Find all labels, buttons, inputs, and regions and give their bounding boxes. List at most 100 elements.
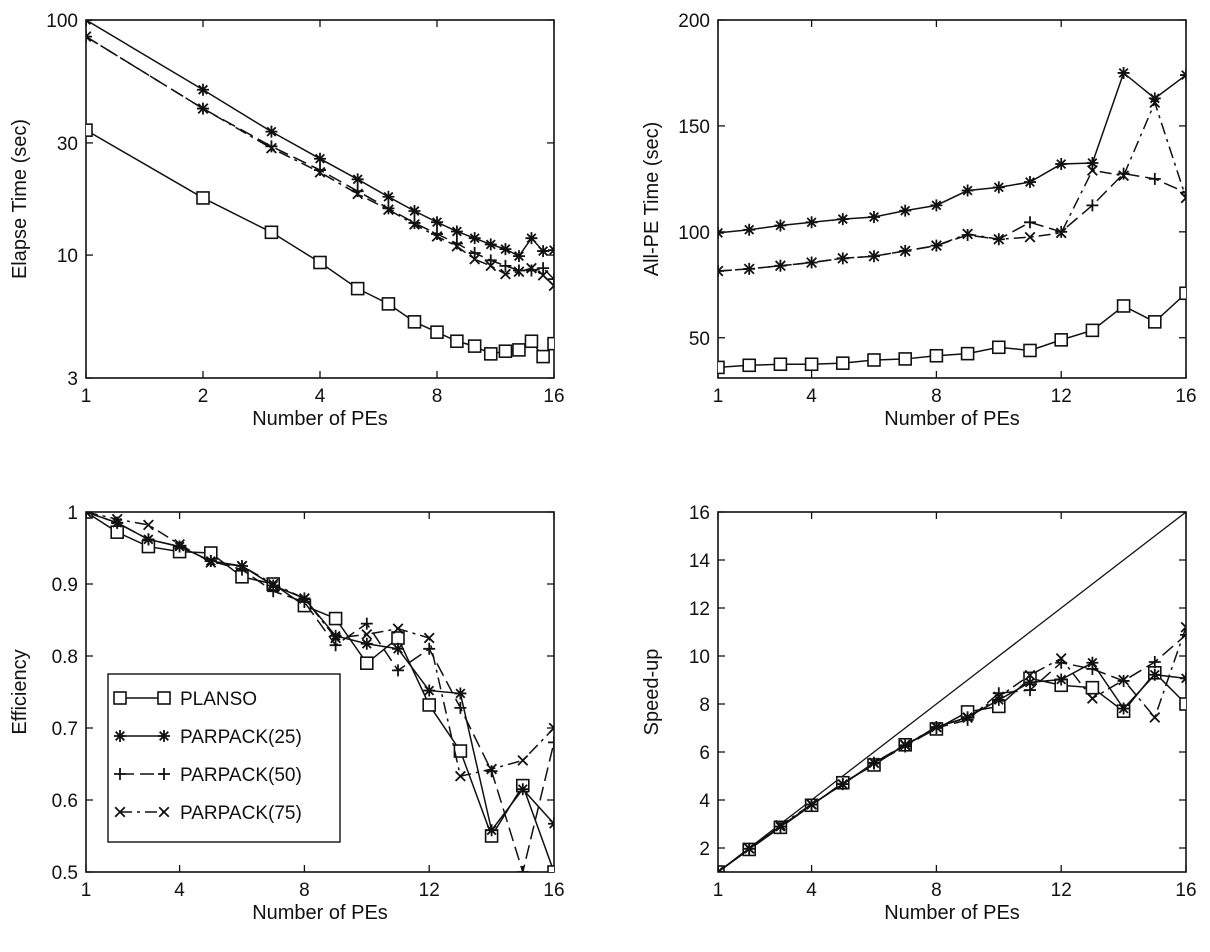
- legend-label-planso: PLANSO: [180, 689, 257, 710]
- series-line-planso: [86, 512, 554, 872]
- x-tick-label: 1: [81, 386, 92, 407]
- legend-label-parpack-50: PARPACK(50): [180, 765, 302, 786]
- y-tick-label: 1: [67, 503, 78, 524]
- point-parpack-25: [1180, 69, 1186, 82]
- point-parpack-75: [267, 578, 279, 590]
- point-parpack-25: [836, 213, 849, 226]
- point-parpack-50: [204, 554, 217, 567]
- point-parpack-75: [485, 260, 497, 272]
- y-tick-label: 100: [678, 223, 710, 244]
- point-parpack-50: [450, 237, 463, 250]
- y-tick-label: 4: [699, 791, 710, 812]
- point-parpack-25: [485, 824, 498, 837]
- point-planso: [536, 349, 550, 364]
- y-tick-label: 8: [699, 695, 710, 716]
- chart-panel-1: 1 2 4 8 16 3 10 30 100 Number of PEs Elapse Time (…: [9, 11, 565, 430]
- point-planso: [1085, 680, 1100, 695]
- series-line-parpack-75: [86, 35, 554, 287]
- point-parpack-75: [392, 623, 404, 635]
- point-planso: [835, 356, 850, 370]
- x-tick-label: 4: [806, 880, 817, 901]
- point-parpack-75: [774, 260, 786, 272]
- point-parpack-75: [431, 231, 443, 242]
- point-parpack-75: [486, 763, 498, 775]
- point-parpack-75: [1086, 164, 1098, 176]
- point-parpack-50: [468, 247, 481, 260]
- y-tick-label: 10: [57, 246, 78, 267]
- y-tick-label: 150: [678, 117, 710, 138]
- point-planso: [1085, 323, 1100, 338]
- point-planso: [196, 191, 210, 205]
- point-planso: [524, 334, 539, 349]
- point-parpack-75: [837, 778, 849, 790]
- point-parpack-75: [743, 263, 755, 275]
- point-planso: [407, 315, 422, 329]
- point-parpack-50: [360, 617, 373, 630]
- point-parpack-25: [351, 173, 364, 186]
- point-planso: [960, 346, 975, 361]
- point-parpack-75: [174, 538, 186, 550]
- y-tick-label: 16: [689, 503, 710, 524]
- series-group: [86, 512, 554, 872]
- point-parpack-75: [868, 757, 880, 769]
- point-planso: [1179, 697, 1186, 711]
- point-parpack-25: [360, 637, 373, 650]
- point-parpack-25: [484, 238, 497, 251]
- point-parpack-50: [485, 765, 498, 778]
- point-parpack-75: [1149, 712, 1161, 723]
- x-axis-label: Number of PEs: [884, 902, 1020, 924]
- y-tick-label: 10: [689, 647, 710, 668]
- x-tick-label: 8: [299, 880, 310, 901]
- y-tick-label: 200: [678, 11, 710, 32]
- point-parpack-25: [392, 642, 404, 655]
- chart-panel-3: 1 4 8 12 16 0.5 0.6 0.7 0.8 0.9 1 Number of PEs Effi…: [9, 503, 565, 924]
- series-line-parpack-75: [718, 100, 1186, 272]
- y-axis-label: Speed-up: [641, 649, 663, 736]
- series-line-planso: [718, 292, 1186, 369]
- point-parpack-25: [537, 245, 550, 258]
- point-parpack-50: [548, 736, 554, 749]
- point-planso: [742, 358, 757, 373]
- x-tick-label: 1: [713, 880, 724, 901]
- point-parpack-75: [409, 219, 420, 230]
- point-planso: [328, 611, 343, 626]
- y-tick-label: 12: [689, 599, 710, 620]
- point-parpack-75: [454, 770, 466, 782]
- point-parpack-75: [142, 519, 154, 531]
- point-parpack-75: [548, 280, 554, 292]
- point-parpack-75: [330, 632, 342, 644]
- point-parpack-50: [1148, 172, 1161, 185]
- point-parpack-75: [1180, 621, 1186, 633]
- x-tick-label: 1: [81, 880, 92, 901]
- point-parpack-75: [993, 233, 1005, 245]
- point-planso: [1148, 315, 1162, 329]
- point-parpack-75: [469, 253, 481, 265]
- point-parpack-50: [329, 639, 342, 652]
- point-parpack-25: [548, 817, 554, 830]
- series-line-parpack-50: [718, 172, 1186, 272]
- legend-marker-planso: [113, 691, 127, 705]
- point-parpack-50: [548, 273, 554, 286]
- x-tick-label: 1: [713, 386, 724, 407]
- x-tick-label: 12: [1051, 386, 1072, 407]
- point-parpack-75: [1118, 170, 1130, 182]
- x-tick-label: 12: [1051, 880, 1072, 901]
- x-tick-label: 16: [1175, 880, 1196, 901]
- point-parpack-75: [423, 632, 435, 644]
- x-tick-label: 12: [419, 880, 440, 901]
- point-parpack-75: [1055, 652, 1067, 664]
- x-tick-label: 4: [315, 386, 326, 407]
- point-parpack-75: [837, 252, 849, 264]
- x-tick-label: 16: [543, 880, 564, 901]
- x-tick-label: 8: [931, 386, 942, 407]
- point-planso: [498, 344, 513, 359]
- x-tick-label: 4: [806, 386, 817, 407]
- series-line-parpack-75: [718, 626, 1186, 872]
- series-line-parpack-25: [86, 20, 554, 258]
- plot-frame: [717, 511, 1187, 873]
- point-planso: [1023, 343, 1037, 358]
- point-parpack-75: [1086, 693, 1098, 704]
- y-axis-label: All-PE Time (sec): [641, 122, 663, 276]
- plot-frame: [717, 19, 1187, 379]
